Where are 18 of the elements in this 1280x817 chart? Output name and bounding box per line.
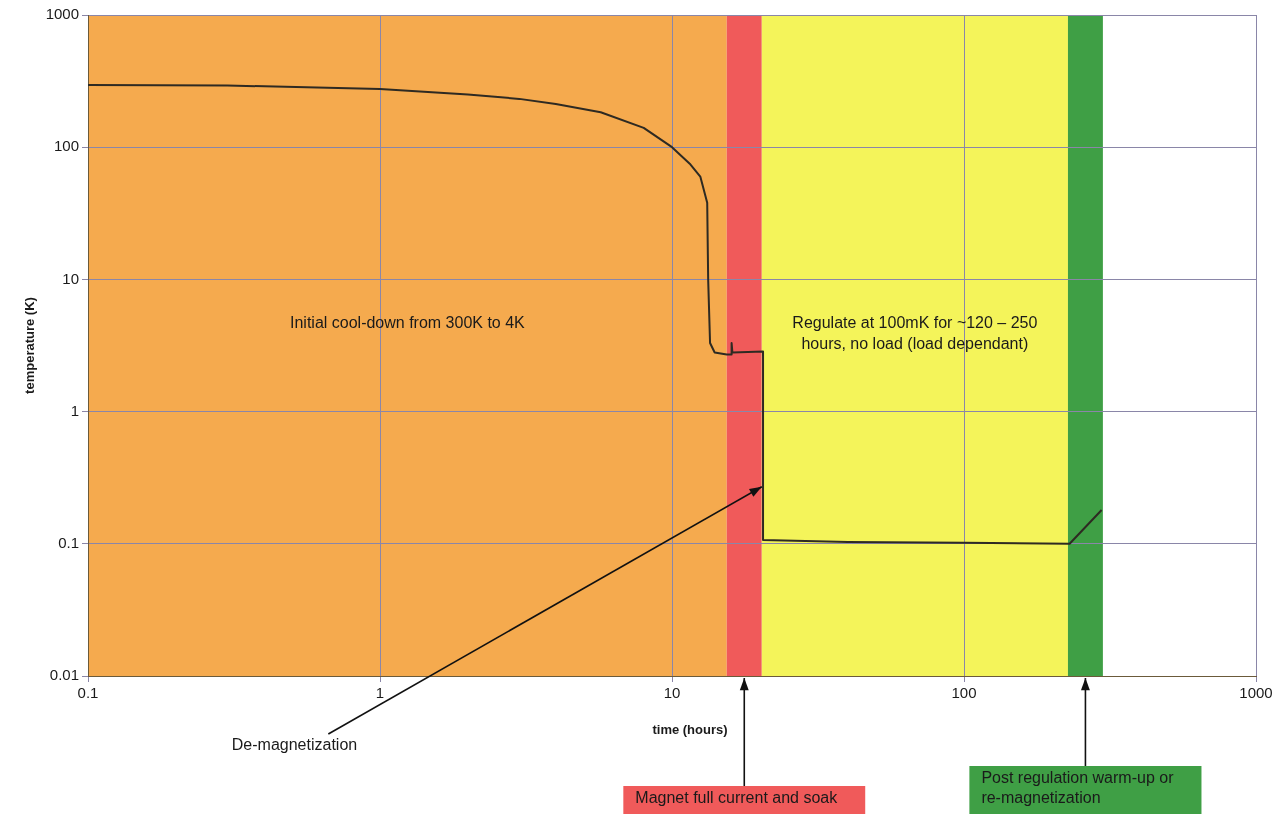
- annotation: Regulate at 100mK for ~120 – 250 hours, no load (load dependant): [792, 314, 1038, 353]
- y-tick-label: 1000: [45, 5, 79, 23]
- y-tick-label: 0.1: [58, 533, 79, 551]
- y-tick-label: 100: [53, 137, 79, 155]
- x-tick-label: 0.1: [77, 684, 99, 702]
- y-tick-label: 0.01: [49, 666, 79, 684]
- band-label: Magnet full current and soak: [635, 789, 839, 807]
- x-axis-title: time (hours): [652, 721, 728, 737]
- x-tick-label: 1000: [1239, 684, 1273, 702]
- x-tick-label: 10: [663, 684, 681, 702]
- annotation: Initial cool-down from 300K to 4K: [289, 314, 526, 332]
- y-tick-label: 1: [70, 401, 79, 419]
- y-tick-label: 10: [62, 269, 79, 287]
- x-tick-label: 100: [951, 684, 977, 702]
- x-tick-label: 1: [375, 684, 385, 702]
- band-label: Post regulation warm-up or re-magnetization: [981, 769, 1175, 807]
- y-axis-title: temperature (K): [21, 297, 37, 394]
- annotation: De-magnetization: [231, 736, 358, 754]
